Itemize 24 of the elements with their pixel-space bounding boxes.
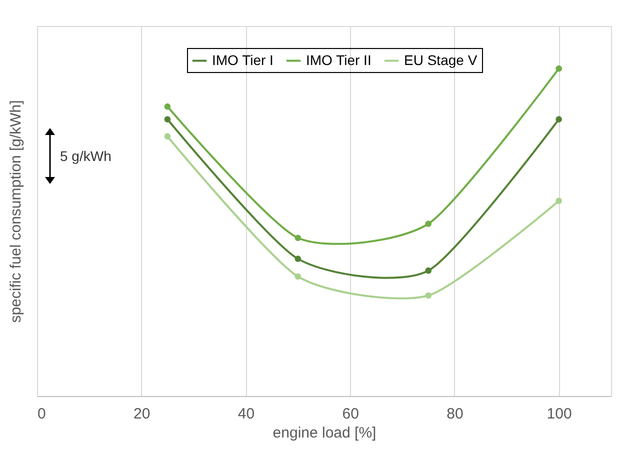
legend-label: IMO Tier I [212, 52, 274, 68]
point [425, 292, 432, 299]
point [294, 234, 302, 242]
point [425, 220, 432, 227]
point [164, 103, 171, 110]
point [556, 116, 562, 122]
x-axis-title: engine load [%] [272, 424, 376, 442]
point [164, 116, 171, 122]
x-tick-label: 100 [546, 406, 572, 422]
legend-label: EU Stage V [404, 52, 478, 68]
x-tick-label: 20 [134, 406, 150, 422]
y-axis-title: specific fuel consumption [g/kWh] [8, 100, 24, 323]
x-tick-label: 80 [446, 406, 464, 422]
point [164, 133, 171, 140]
point [294, 256, 302, 262]
annotation: 5 g/kWh [60, 148, 112, 164]
legend-label: IMO Tier II [306, 52, 372, 68]
point [556, 65, 562, 72]
x-tick-label: 0 [38, 406, 46, 422]
point [294, 273, 302, 280]
point [425, 267, 432, 274]
point [556, 198, 562, 204]
x-tick-label: 60 [342, 406, 359, 422]
x-tick-label: 40 [238, 406, 255, 422]
